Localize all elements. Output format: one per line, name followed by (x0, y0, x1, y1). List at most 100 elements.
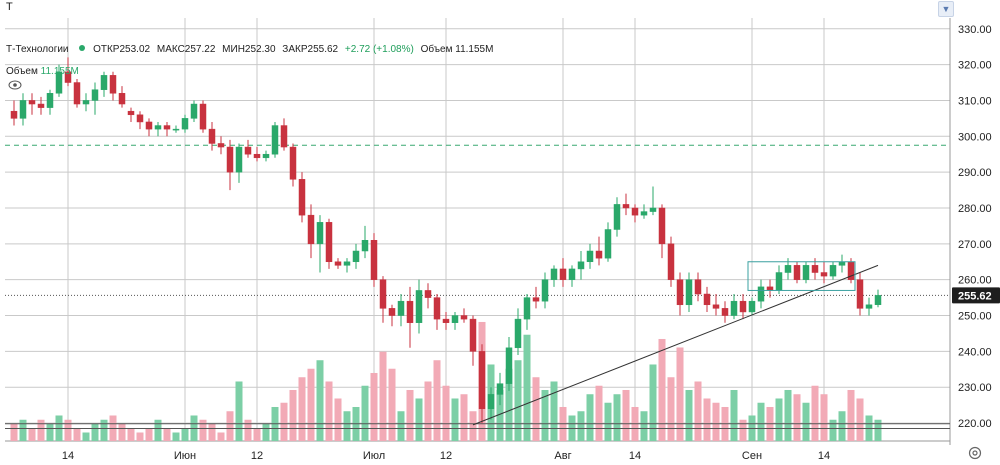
volume-bar (586, 394, 594, 441)
volume-bar (172, 432, 180, 441)
high-value: 257.22 (184, 44, 216, 55)
volume-bar (289, 389, 297, 441)
volume-bar (100, 419, 108, 441)
volume-value: 11.155M (455, 44, 494, 55)
volume-bar (658, 338, 666, 441)
volume-bar (316, 360, 324, 441)
candle-body (289, 146, 297, 180)
candle-body (829, 265, 837, 277)
volume-bar (145, 428, 153, 441)
volume-bar (397, 411, 405, 441)
candle-body (775, 272, 783, 291)
candle-body (217, 143, 225, 148)
candle-body (82, 100, 90, 105)
volume-bar (640, 411, 648, 441)
volume-bar (784, 389, 792, 441)
x-tick-label: 12 (251, 450, 263, 462)
candle-body (433, 297, 441, 320)
y-tick-label: 250.00 (958, 311, 992, 323)
candle-body (604, 229, 612, 259)
volume-bar (703, 398, 711, 441)
chevron-down-icon[interactable]: ▼ (938, 1, 954, 17)
volume-bar (46, 423, 54, 441)
candle-body (757, 286, 765, 302)
candle-body (55, 71, 63, 94)
volume-bar (19, 419, 27, 441)
candle-body (172, 128, 180, 131)
candle-body (397, 300, 405, 316)
y-tick-label: 240.00 (958, 346, 992, 358)
volume-bar (532, 377, 540, 441)
volume-legend-value: 11.155M (40, 66, 79, 77)
candle-body (712, 304, 720, 309)
volume-bar (613, 394, 621, 441)
candle-body (352, 250, 360, 263)
last-price-tag (952, 287, 1000, 304)
volume-label: Объем (420, 44, 453, 55)
volume-bar (298, 377, 306, 441)
volume-bar (433, 360, 441, 441)
volume-bar (199, 419, 207, 441)
y-tick-label: 300.00 (958, 131, 992, 143)
close-value: 255.62 (307, 44, 339, 55)
candle-body (451, 315, 459, 323)
volume-bar (406, 389, 414, 441)
volume-bar (262, 423, 270, 441)
x-tick-label: Июн (174, 450, 196, 462)
symbol-input[interactable]: T (6, 1, 13, 13)
candle-body (469, 318, 477, 352)
candle-body (532, 297, 540, 302)
x-tick-label: 14 (62, 450, 74, 462)
volume-bar (451, 398, 459, 441)
candle-body (550, 268, 558, 280)
candle-body (622, 204, 630, 209)
volume-bar (604, 402, 612, 441)
candle-body (811, 265, 819, 273)
volume-bar (622, 389, 630, 441)
y-tick-label: 220.00 (958, 418, 992, 430)
candle-body (298, 179, 306, 216)
candle-body (523, 297, 531, 320)
low-label: МИН (222, 44, 245, 55)
volume-legend: Объем 11.155M (6, 66, 79, 77)
volume-bar (154, 419, 162, 441)
volume-bar (28, 428, 36, 441)
candle-body (109, 75, 117, 94)
close-label: ЗАКР (282, 44, 308, 55)
y-tick-label: 230.00 (958, 382, 992, 394)
trendline (472, 264, 879, 426)
candle-body (334, 261, 342, 266)
candle-body (676, 279, 684, 306)
volume-bar (730, 389, 738, 441)
candle-body (145, 121, 153, 130)
volume-bar (802, 402, 810, 441)
eye-icon[interactable] (8, 80, 22, 90)
symbol-search-bar[interactable]: T ▼ (4, 1, 954, 17)
volume-bar (523, 334, 531, 441)
volume-bar (505, 368, 513, 441)
instrument-name: Т-Технологии (6, 44, 69, 55)
candle-body (685, 279, 693, 306)
y-tick-label: 330.00 (958, 24, 992, 36)
volume-bar (181, 428, 189, 441)
candle-body (208, 128, 216, 144)
volume-bar (163, 428, 171, 441)
candle-body (127, 110, 135, 116)
candle-body (784, 265, 792, 273)
candle-body (874, 295, 882, 305)
candle-body (46, 93, 54, 108)
candle-body (343, 261, 351, 266)
candle-body (802, 265, 810, 280)
y-tick-label: 280.00 (958, 203, 992, 215)
candle-body (226, 146, 234, 173)
settings-icon[interactable] (968, 446, 982, 460)
candle-body (460, 315, 468, 320)
candle-body (37, 103, 45, 108)
y-tick-label: 310.00 (958, 95, 992, 107)
volume-bar (325, 381, 333, 441)
candle-body (838, 261, 846, 266)
candle-body (91, 89, 99, 101)
volume-bar (208, 423, 216, 441)
volume-bar (415, 398, 423, 441)
